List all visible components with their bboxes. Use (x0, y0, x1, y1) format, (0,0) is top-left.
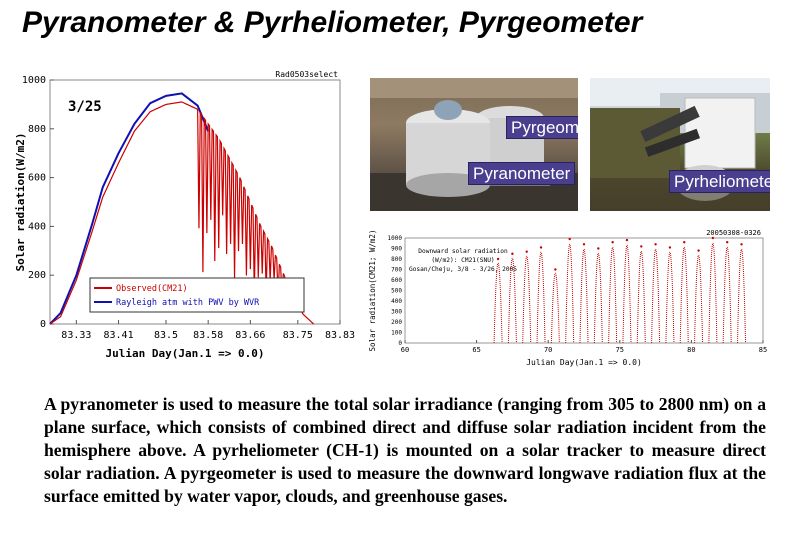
daily-peak-point (683, 241, 686, 244)
x-tick-label: 85 (759, 346, 767, 354)
annotation-line: Gosan/Cheju, 3/8 - 3/26, 2005 (409, 266, 517, 273)
photo-pyrheliometer: Pyrheliometer (590, 78, 770, 211)
x-tick-label: 75 (616, 346, 624, 354)
daily-radiation-curve (493, 263, 503, 344)
y-tick-label: 200 (391, 319, 402, 326)
chart-single-day: Rad0503select 3/25 0 200 400 600 800 1000 83.33 8… (14, 70, 355, 360)
daily-peak-point (568, 237, 571, 241)
label-pyrgeometer: Pyrgeometer (506, 116, 578, 139)
label-pyrheliometer: Pyrheliometer (669, 170, 770, 193)
daily-radiation-curve (622, 245, 632, 344)
daily-peak-point (554, 268, 557, 271)
legend-box (89, 277, 305, 313)
y-tick-label: 800 (391, 256, 402, 263)
daily-radiation-curve (507, 257, 517, 344)
y-tick-label: 0 (398, 340, 402, 347)
x-tick-label: 83.33 (61, 330, 91, 341)
daily-peak-point (711, 236, 715, 240)
y-tick-label: 600 (28, 173, 46, 184)
daily-radiation-curve (722, 247, 732, 344)
daily-peak-point (525, 250, 528, 253)
corner-label: 20050308-0326 (706, 229, 761, 237)
series-line-rayleigh (49, 92, 210, 325)
daily-peak-point (582, 243, 586, 246)
daily-radiation-curve (522, 255, 532, 344)
daily-peak-point (726, 241, 729, 244)
daily-peak-point (640, 245, 643, 248)
annotation-line: (W/m2): CM21(SNU) (431, 257, 494, 264)
series-line-observed (49, 101, 315, 325)
daily-peak-point (654, 243, 657, 246)
y-tick-label: 700 (391, 267, 402, 274)
x-tick-label: 80 (687, 346, 695, 354)
daily-peak-point (740, 243, 743, 246)
y-tick-label: 1000 (22, 75, 46, 86)
daily-radiation-curve (636, 250, 646, 344)
daily-peak-point (625, 238, 629, 242)
x-axis-label: Julian Day(Jan.1 => 0.0) (526, 358, 642, 367)
daily-peak-point (597, 247, 600, 250)
daily-peak-point (539, 246, 543, 249)
daily-radiation-curve (608, 247, 618, 344)
y-tick-label: 900 (391, 246, 402, 253)
label-pyranometer: Pyranometer (468, 162, 576, 185)
photo-pyranometer-pyrgeometer: Pyrgeometer Pyranometer (370, 78, 578, 211)
y-tick-label: 1000 (388, 235, 403, 242)
date-label: 3/25 (68, 99, 102, 115)
legend-entry: Rayleigh atm with PWV by WVR (116, 298, 260, 308)
y-tick-label: 400 (28, 221, 46, 232)
y-axis-label: Solar radiation(W/m2) (14, 132, 27, 271)
x-tick-label: 83.66 (235, 330, 265, 341)
y-tick-label: 400 (391, 298, 402, 305)
daily-peak-point (697, 249, 700, 252)
daily-radiation-curve (679, 247, 689, 344)
x-axis-label: Julian Day(Jan.1 => 0.0) (106, 347, 265, 360)
daily-radiation-curve (694, 254, 704, 344)
annotation-line: Downward solar radiation (418, 248, 508, 255)
daily-radiation-curve (536, 251, 546, 344)
y-tick-label: 500 (391, 288, 402, 295)
y-axis-label: Solar radiation(CM21; W/m2) (368, 230, 377, 352)
daily-radiation-curve (737, 248, 747, 344)
legend-entry: Observed(CM21) (116, 284, 188, 294)
y-tick-label: 800 (28, 124, 46, 135)
x-tick-label: 83.5 (154, 330, 178, 341)
daily-radiation-curve (579, 248, 589, 344)
daily-radiation-curve (565, 244, 575, 344)
y-tick-label: 100 (391, 330, 402, 337)
daily-radiation-curve (708, 243, 718, 344)
daily-peak-point (611, 241, 614, 244)
plot-frame (404, 237, 764, 344)
description-paragraph: A pyranometer is used to measure the tot… (44, 394, 766, 506)
x-tick-label: 83.58 (193, 330, 223, 341)
daily-peak-point (511, 252, 514, 255)
chart-multi-day: 20050308-0326 Downward solar radiation (W/… (368, 229, 767, 367)
instrument-photo-illustration (370, 78, 578, 211)
x-tick-label: 83.75 (283, 330, 313, 341)
y-tick-label: 300 (391, 309, 402, 316)
daily-peak-point (668, 246, 672, 249)
y-tick-label: 0 (40, 319, 46, 330)
daily-radiation-curve (665, 251, 675, 344)
y-tick-label: 200 (28, 270, 46, 281)
y-tick-label: 600 (391, 277, 402, 284)
slide-title: Pyranometer & Pyrheliometer, Pyrgeometer (22, 6, 643, 39)
x-tick-label: 65 (472, 346, 480, 354)
x-tick-label: 60 (401, 346, 409, 354)
daily-radiation-curve (550, 272, 560, 344)
x-tick-label: 70 (544, 346, 552, 354)
daily-radiation-curve (593, 252, 603, 344)
x-tick-label: 83.83 (325, 330, 355, 341)
x-tick-label: 83.41 (103, 330, 133, 341)
daily-peak-point (496, 257, 500, 261)
corner-label: Rad0503select (275, 70, 338, 79)
daily-radiation-curve (651, 248, 661, 344)
